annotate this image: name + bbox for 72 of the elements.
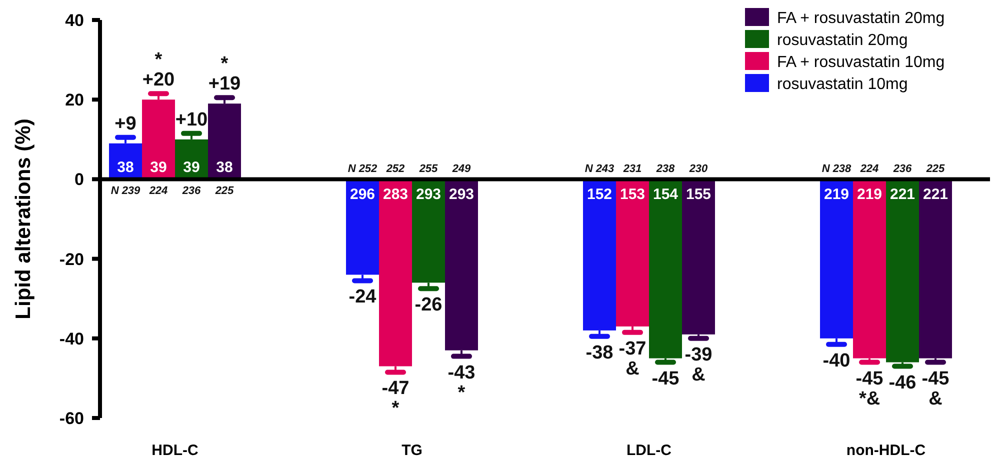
data-label: -46 <box>888 372 916 394</box>
bar <box>583 179 616 330</box>
annotation: 152 <box>586 186 612 204</box>
data-label: -47 * <box>382 378 410 420</box>
data-label: -24 <box>348 286 377 308</box>
legend-label: rosuvastatin 10mg <box>777 76 908 93</box>
y-tick-label: 20 <box>65 90 84 110</box>
data-label: -43 * <box>448 362 476 404</box>
data-label: +10 <box>175 109 208 130</box>
bar <box>208 104 241 180</box>
bar <box>412 179 445 283</box>
data-label: -26 <box>414 294 442 316</box>
legend-label: FA + rosuvastatin 20mg <box>777 10 945 27</box>
legend-label: rosuvastatin 20mg <box>777 32 908 49</box>
annotation: 153 <box>620 186 646 204</box>
annotation: 38 <box>216 159 233 176</box>
y-tick-label: -20 <box>59 250 84 269</box>
x-tick-label: HDL-C <box>152 442 198 459</box>
annotation: 238 <box>655 163 676 176</box>
x-tick-label: non-HDL-C <box>846 442 926 459</box>
annotation: 221 <box>922 186 948 204</box>
annotation: N 239 <box>110 185 142 198</box>
annotation: 224 <box>148 185 168 198</box>
annotation: 155 <box>686 186 712 204</box>
annotation: 236 <box>181 185 202 198</box>
annotation: 219 <box>824 186 850 204</box>
data-label: +9 <box>114 113 136 134</box>
annotation: 231 <box>622 163 642 176</box>
annotation: 252 <box>385 163 405 176</box>
data-label: -40 <box>822 350 850 372</box>
annotation: 38 <box>117 159 134 176</box>
annotation: N 252 <box>348 163 378 176</box>
x-tick-label: TG <box>402 442 422 459</box>
y-tick-label: 0 <box>74 170 84 190</box>
annotation: 293 <box>448 186 474 204</box>
annotation: 249 <box>451 163 472 176</box>
annotation: 225 <box>214 185 235 198</box>
annotation: 230 <box>688 163 709 176</box>
annotation: 219 <box>856 186 882 204</box>
data-label: * +19 <box>208 54 241 95</box>
bar <box>346 179 379 275</box>
annotation: 236 <box>892 163 913 176</box>
y-axis-title: Lipid alterations (%) <box>12 118 35 320</box>
annotation: N 238 <box>822 163 852 176</box>
annotation: 221 <box>890 186 916 204</box>
legend-label: FA + rosuvastatin 10mg <box>777 54 945 71</box>
annotation: 224 <box>859 163 879 176</box>
data-label: -45 & <box>922 368 950 410</box>
annotation: 154 <box>652 186 679 204</box>
bar <box>379 179 412 366</box>
annotation: 39 <box>150 159 167 176</box>
y-tick-label: 40 <box>65 11 84 30</box>
data-label: -39 & <box>684 344 712 386</box>
annotation: 39 <box>183 159 200 176</box>
bar <box>616 179 649 326</box>
data-label: -37 & <box>618 338 646 380</box>
data-label: * +20 <box>142 50 175 91</box>
data-label: -45 *& <box>856 368 884 410</box>
annotation: 293 <box>416 186 442 204</box>
annotation: N 243 <box>584 163 614 176</box>
annotation: 225 <box>925 163 946 176</box>
annotation: 283 <box>382 186 408 204</box>
y-tick-label: -40 <box>59 329 84 348</box>
annotation: 296 <box>350 186 376 204</box>
bar <box>142 100 175 180</box>
data-label: -45 <box>652 368 680 390</box>
bar <box>820 179 853 338</box>
y-tick-label: -60 <box>59 409 84 428</box>
data-label: -38 <box>586 342 614 364</box>
annotation: 255 <box>418 163 439 176</box>
x-tick-label: LDL-C <box>626 442 672 459</box>
bar <box>445 179 478 350</box>
